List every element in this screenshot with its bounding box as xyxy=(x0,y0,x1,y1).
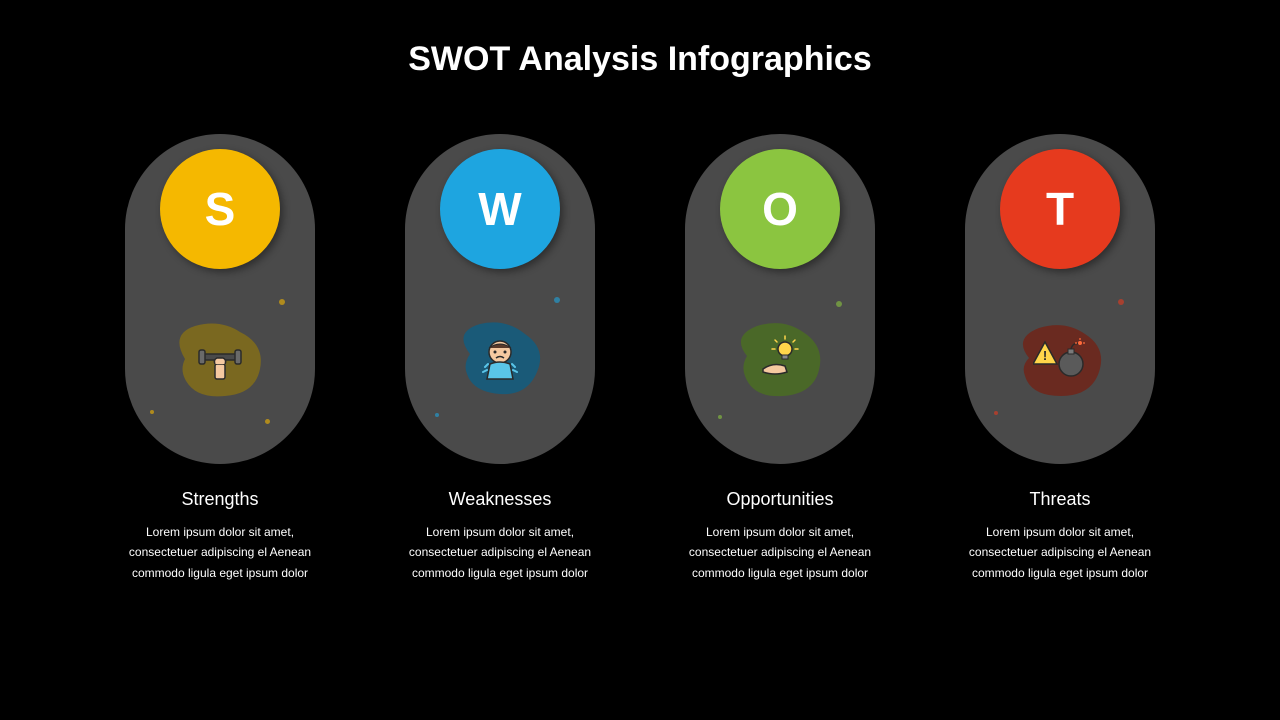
idea-icon xyxy=(755,334,805,384)
dot xyxy=(435,413,439,417)
dot xyxy=(836,301,842,307)
bomb-icon: ! xyxy=(1033,334,1088,384)
blob-area-s xyxy=(150,289,290,429)
dot xyxy=(1118,299,1124,305)
desc-threats: Lorem ipsum dolor sit amet, consectetuer… xyxy=(950,522,1170,583)
pill-threats: T ! xyxy=(965,134,1155,464)
pill-weaknesses: W xyxy=(405,134,595,464)
svg-text:!: ! xyxy=(1042,348,1046,363)
card-opportunities: O Opportunities Lorem ipsum dolor sit am… xyxy=(670,134,890,583)
letter-t: T xyxy=(1046,182,1074,236)
heading-strengths: Strengths xyxy=(181,489,258,510)
letter-w: W xyxy=(478,182,521,236)
desc-weaknesses: Lorem ipsum dolor sit amet, consectetuer… xyxy=(390,522,610,583)
card-weaknesses: W Weaknesses Lorem ipsum xyxy=(390,134,610,583)
blob-area-t: ! xyxy=(990,289,1130,429)
dot xyxy=(718,415,722,419)
letter-s: S xyxy=(205,182,236,236)
heading-threats: Threats xyxy=(1029,489,1090,510)
dot xyxy=(554,297,560,303)
circle-t: T xyxy=(1000,149,1120,269)
circle-o: O xyxy=(720,149,840,269)
circle-s: S xyxy=(160,149,280,269)
card-threats: T ! Threats Lorem ipsum d xyxy=(950,134,1170,583)
swot-cards-row: S Strengths Lorem ipsum dolor sit ame xyxy=(0,134,1280,583)
dot xyxy=(265,419,270,424)
desc-strengths: Lorem ipsum dolor sit amet, consectetuer… xyxy=(110,522,330,583)
dumbbell-icon xyxy=(195,334,245,384)
dot xyxy=(150,410,154,414)
circle-w: W xyxy=(440,149,560,269)
blob-area-w xyxy=(430,289,570,429)
page-title: SWOT Analysis Infographics xyxy=(0,0,1280,79)
blob-area-o xyxy=(710,289,850,429)
dot xyxy=(994,411,998,415)
pill-strengths: S xyxy=(125,134,315,464)
dot xyxy=(279,299,285,305)
heading-weaknesses: Weaknesses xyxy=(449,489,552,510)
letter-o: O xyxy=(762,182,798,236)
heading-opportunities: Opportunities xyxy=(726,489,833,510)
card-strengths: S Strengths Lorem ipsum dolor sit ame xyxy=(110,134,330,583)
desc-opportunities: Lorem ipsum dolor sit amet, consectetuer… xyxy=(670,522,890,583)
pill-opportunities: O xyxy=(685,134,875,464)
worried-icon xyxy=(475,334,525,384)
